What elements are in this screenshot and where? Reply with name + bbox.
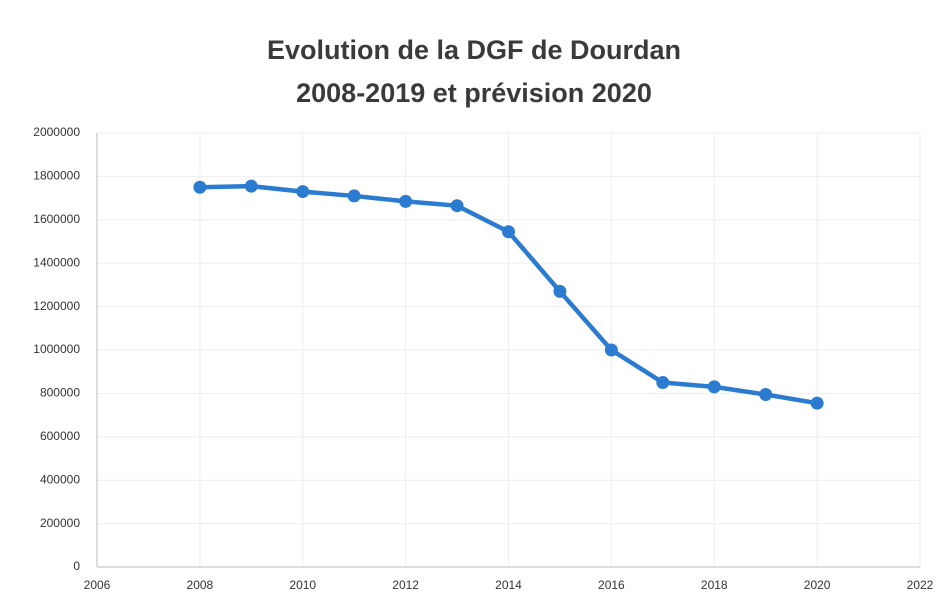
chart-title: Evolution de la DGF de Dourdan bbox=[267, 35, 681, 65]
x-tick-label: 2006 bbox=[84, 578, 111, 592]
marker bbox=[810, 396, 824, 410]
x-tick-label: 2008 bbox=[187, 578, 214, 592]
x-tick-label: 2018 bbox=[701, 578, 728, 592]
x-tick-label: 2012 bbox=[392, 578, 419, 592]
y-tick-label: 600000 bbox=[40, 429, 80, 443]
y-tick-label: 1400000 bbox=[33, 255, 80, 269]
marker bbox=[450, 199, 464, 213]
y-tick-label: 1600000 bbox=[33, 212, 80, 226]
marker bbox=[502, 225, 515, 239]
marker bbox=[759, 387, 773, 401]
x-tick-label: 2020 bbox=[804, 578, 831, 592]
y-tick-label: 1000000 bbox=[33, 342, 80, 356]
marker bbox=[347, 189, 361, 203]
marker bbox=[296, 185, 310, 199]
marker bbox=[656, 376, 670, 390]
x-tick-label: 2014 bbox=[495, 578, 522, 592]
y-tick-label: 1200000 bbox=[33, 299, 80, 313]
y-tick-label: 0 bbox=[73, 559, 80, 573]
y-tick-label: 1800000 bbox=[33, 169, 80, 183]
marker bbox=[399, 194, 413, 208]
marker bbox=[193, 180, 207, 194]
y-tick-label: 200000 bbox=[40, 516, 80, 530]
y-tick-label: 800000 bbox=[40, 386, 80, 400]
marker bbox=[707, 380, 721, 394]
marker bbox=[604, 343, 618, 357]
x-tick-label: 2022 bbox=[907, 578, 934, 592]
marker bbox=[244, 179, 258, 193]
y-tick-label: 2000000 bbox=[33, 125, 80, 139]
chart-title: 2008-2019 et prévision 2020 bbox=[296, 78, 652, 108]
marker bbox=[553, 284, 567, 298]
x-tick-label: 2010 bbox=[289, 578, 316, 592]
x-tick-label: 2016 bbox=[598, 578, 625, 592]
y-tick-label: 400000 bbox=[40, 472, 80, 486]
